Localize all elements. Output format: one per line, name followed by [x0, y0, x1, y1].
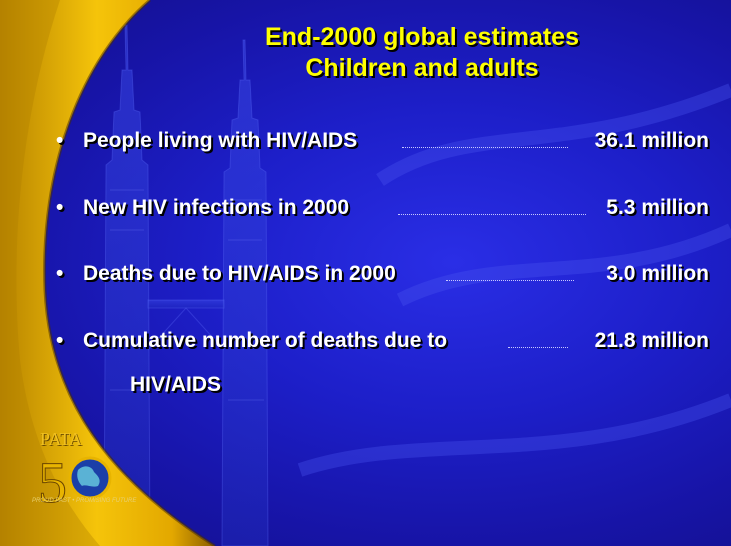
dot-leader — [508, 347, 568, 348]
logo-number-five: 5 — [38, 450, 67, 510]
dot-leader — [398, 214, 586, 215]
bullet-row: • New HIV infections in 2000 5.3 million — [0, 193, 709, 223]
bullet-icon: • — [56, 262, 64, 285]
bullet-row: • Cumulative number of deaths due to 21.… — [0, 326, 709, 356]
slide-title: End-2000 global estimates Children and a… — [180, 22, 664, 84]
bullet-icon: • — [56, 196, 64, 219]
dot-leader — [402, 147, 568, 148]
logo-text: PATA — [40, 429, 82, 449]
wave-streaks — [297, 83, 731, 477]
twin-towers-image — [103, 24, 269, 546]
dot-leader — [446, 280, 574, 281]
bullet-label: New HIV infections in 2000 — [83, 196, 350, 219]
bullet-row: • People living with HIV/AIDS 36.1 milli… — [0, 126, 709, 156]
bullet-label: Cumulative number of deaths due to — [83, 329, 448, 352]
gold-swoosh — [0, 0, 215, 546]
pata-50-logo: 5 — [38, 450, 112, 510]
title-line-2: Children and adults — [305, 54, 539, 82]
title-line-1: End-2000 global estimates — [264, 23, 579, 51]
logo-tagline: PROUD PAST • PROMISING FUTURE — [32, 498, 137, 504]
bullet-icon: • — [56, 329, 64, 352]
bullet-label: Deaths due to HIV/AIDS in 2000 — [83, 262, 396, 285]
bullet-label: People living with HIV/AIDS — [83, 129, 358, 152]
bullet-icon: • — [56, 129, 64, 152]
bullet-value: 3.0 million — [606, 262, 709, 285]
bullet-continuation: HIV/AIDS — [130, 373, 222, 396]
bullet-value: 36.1 million — [594, 129, 709, 152]
bullet-value: 5.3 million — [606, 196, 709, 219]
bullet-row: • Deaths due to HIV/AIDS in 2000 3.0 mil… — [0, 259, 709, 289]
bullet-value: 21.8 million — [594, 329, 709, 352]
